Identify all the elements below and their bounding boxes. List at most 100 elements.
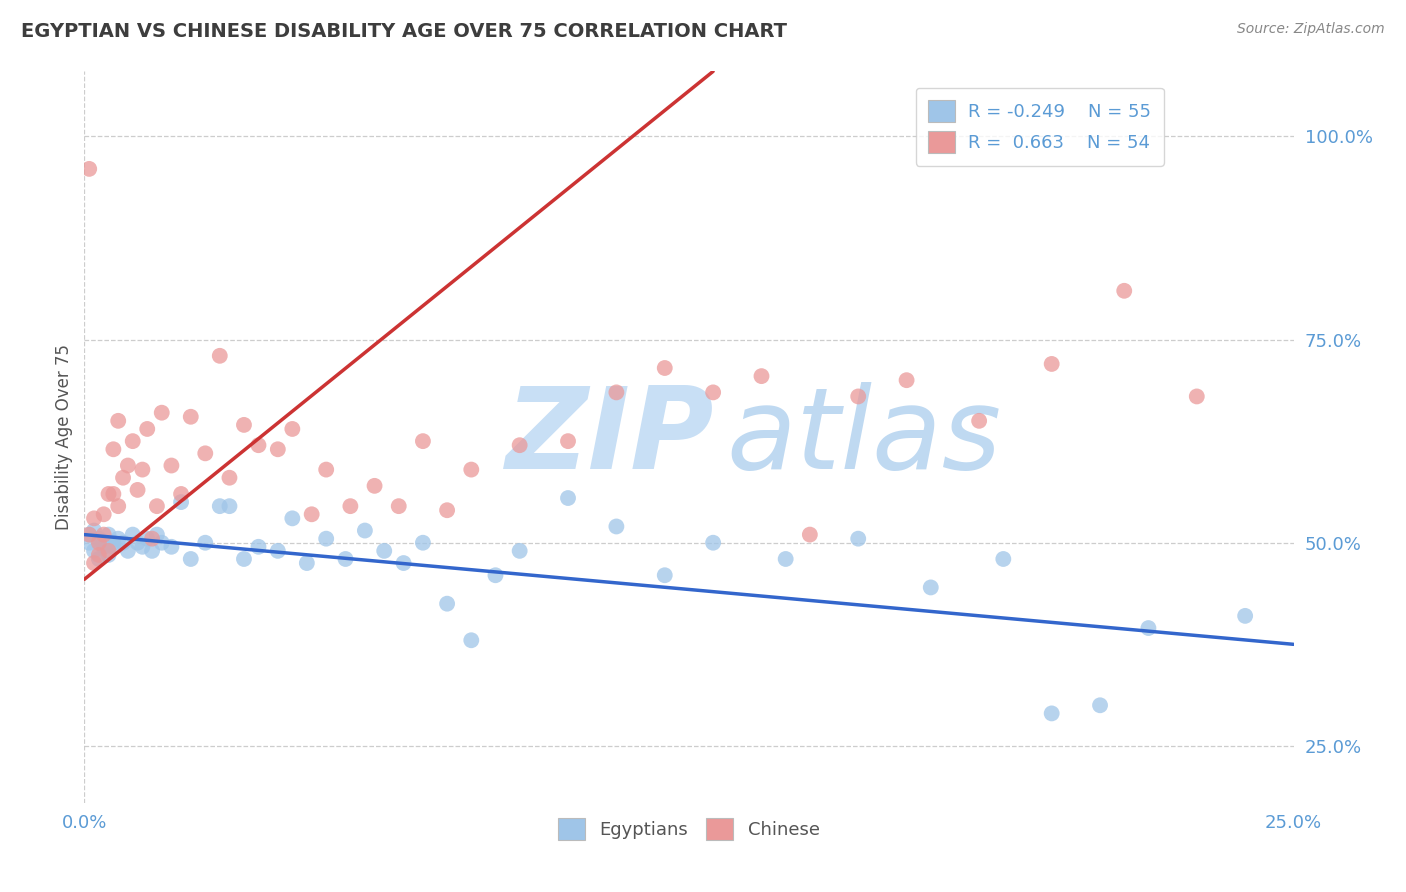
Point — [484, 568, 506, 582]
Point — [412, 535, 434, 549]
Point — [702, 535, 724, 549]
Point — [460, 633, 482, 648]
Point — [83, 524, 105, 538]
Point — [315, 462, 337, 476]
Point — [1040, 706, 1063, 721]
Point — [77, 527, 100, 541]
Point — [97, 487, 120, 501]
Point — [136, 422, 159, 436]
Point — [103, 540, 125, 554]
Point — [141, 544, 163, 558]
Point — [1114, 284, 1136, 298]
Point — [117, 458, 139, 473]
Point — [509, 544, 531, 558]
Point — [1040, 357, 1063, 371]
Point — [107, 532, 129, 546]
Point — [97, 544, 120, 558]
Point — [180, 552, 202, 566]
Point — [339, 499, 361, 513]
Y-axis label: Disability Age Over 75: Disability Age Over 75 — [55, 344, 73, 530]
Point — [557, 491, 579, 505]
Point — [83, 556, 105, 570]
Point — [160, 540, 183, 554]
Point — [97, 527, 120, 541]
Legend: Egyptians, Chinese: Egyptians, Chinese — [548, 808, 830, 848]
Point — [315, 532, 337, 546]
Point — [993, 552, 1015, 566]
Point — [436, 503, 458, 517]
Point — [1185, 389, 1208, 403]
Point — [281, 511, 304, 525]
Point — [654, 361, 676, 376]
Point — [373, 544, 395, 558]
Point — [77, 161, 100, 176]
Point — [103, 487, 125, 501]
Text: Source: ZipAtlas.com: Source: ZipAtlas.com — [1237, 22, 1385, 37]
Point — [846, 532, 869, 546]
Point — [117, 544, 139, 558]
Point — [121, 434, 143, 449]
Point — [208, 349, 231, 363]
Point — [751, 369, 773, 384]
Point — [295, 556, 318, 570]
Point — [93, 540, 115, 554]
Point — [170, 495, 193, 509]
Point — [363, 479, 385, 493]
Point — [103, 442, 125, 457]
Point — [702, 385, 724, 400]
Point — [654, 568, 676, 582]
Text: atlas: atlas — [727, 382, 1002, 492]
Point — [112, 471, 135, 485]
Point — [896, 373, 918, 387]
Point — [557, 434, 579, 449]
Point — [150, 406, 173, 420]
Point — [131, 462, 153, 476]
Point — [1137, 621, 1160, 635]
Point — [170, 487, 193, 501]
Point — [77, 535, 100, 549]
Point — [218, 499, 240, 513]
Point — [107, 414, 129, 428]
Point — [412, 434, 434, 449]
Point — [77, 527, 100, 541]
Point — [1234, 608, 1257, 623]
Point — [509, 438, 531, 452]
Point — [107, 499, 129, 513]
Point — [233, 417, 256, 432]
Point — [121, 527, 143, 541]
Point — [97, 548, 120, 562]
Point — [146, 499, 169, 513]
Point — [281, 422, 304, 436]
Point — [93, 508, 115, 522]
Point — [150, 535, 173, 549]
Point — [267, 544, 290, 558]
Point — [93, 527, 115, 541]
Point — [103, 535, 125, 549]
Point — [87, 548, 110, 562]
Point — [335, 552, 357, 566]
Point — [605, 519, 627, 533]
Point — [436, 597, 458, 611]
Point — [83, 511, 105, 525]
Point — [194, 446, 217, 460]
Point — [87, 552, 110, 566]
Point — [218, 471, 240, 485]
Point — [112, 535, 135, 549]
Point — [460, 462, 482, 476]
Point — [127, 483, 149, 497]
Text: ZIP: ZIP — [506, 382, 714, 492]
Point — [267, 442, 290, 457]
Point — [920, 581, 942, 595]
Point — [354, 524, 377, 538]
Point — [87, 532, 110, 546]
Point — [301, 508, 323, 522]
Point — [93, 535, 115, 549]
Point — [605, 385, 627, 400]
Point — [136, 532, 159, 546]
Point — [141, 532, 163, 546]
Point — [233, 552, 256, 566]
Point — [1088, 698, 1111, 713]
Point — [208, 499, 231, 513]
Point — [247, 540, 270, 554]
Point — [87, 535, 110, 549]
